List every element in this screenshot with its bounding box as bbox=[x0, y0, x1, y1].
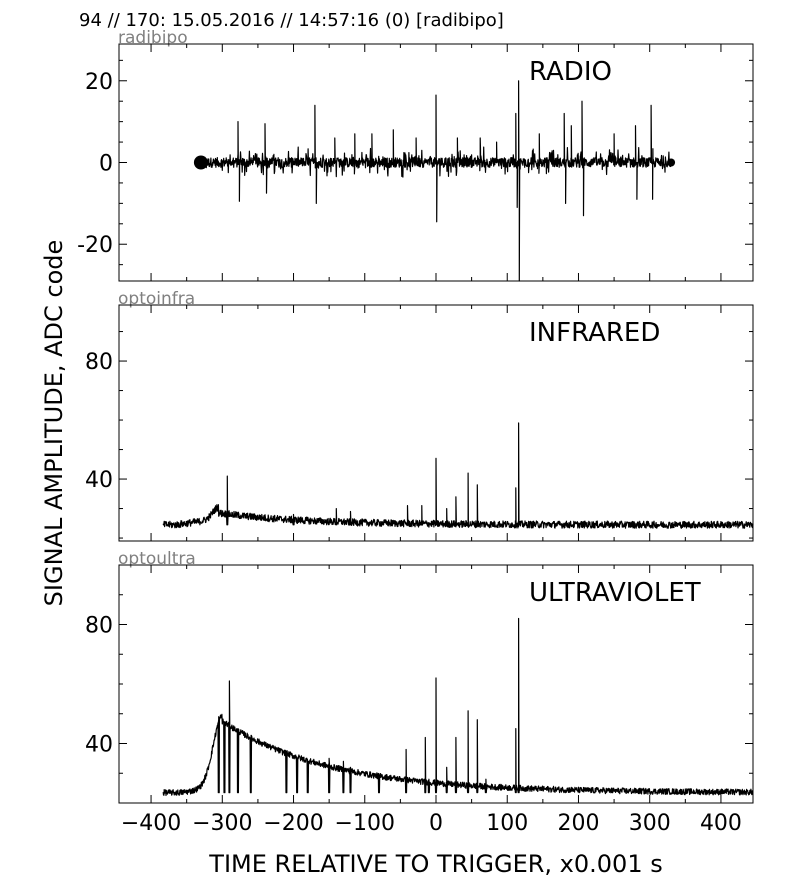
y-tick-label: 40 bbox=[85, 468, 113, 493]
panel-id-label: optoultra bbox=[118, 549, 196, 569]
panel-title: INFRARED bbox=[529, 318, 660, 348]
x-tick-label: 400 bbox=[700, 811, 742, 836]
x-tick-label: 0 bbox=[429, 811, 443, 836]
chart-header: 94 // 170: 15.05.2016 // 14:57:16 (0) [r… bbox=[79, 10, 504, 31]
panel-radio: radibipo RADIO -20 0 20 bbox=[77, 28, 754, 282]
panel-id-label: radibipo bbox=[118, 28, 188, 48]
x-tick-label: −400 bbox=[121, 811, 181, 836]
panel-title: ULTRAVIOLET bbox=[529, 578, 701, 608]
panel-title: RADIO bbox=[529, 57, 612, 87]
y-tick-label: 80 bbox=[85, 350, 113, 375]
x-tick-label: 300 bbox=[629, 811, 671, 836]
y-axis-label: SIGNAL AMPLITUDE, ADC code bbox=[40, 240, 68, 607]
y-tick-label: 80 bbox=[85, 614, 113, 639]
signal-trace bbox=[199, 80, 672, 282]
y-tick-label: -20 bbox=[77, 233, 113, 258]
panel-infrared: optoinfra INFRARED 40 80 bbox=[85, 289, 754, 542]
signal-trace bbox=[162, 617, 754, 797]
x-tick-label: −300 bbox=[192, 811, 252, 836]
y-tick-label: 0 bbox=[99, 152, 113, 177]
trace-end-marker bbox=[667, 158, 676, 167]
panels: radibipo RADIO -20 0 20 optoinfra INFRARED 40 80… bbox=[77, 28, 754, 836]
panel-ultraviolet: optoultra ULTRAVIOLET 40 80 −400 −300 −200 −100… bbox=[85, 549, 754, 836]
y-tick-label: 20 bbox=[85, 70, 113, 95]
x-tick-label: 200 bbox=[557, 811, 599, 836]
panel-id-label: optoinfra bbox=[118, 289, 195, 309]
signal-trace bbox=[162, 422, 754, 529]
x-tick-label: −100 bbox=[335, 811, 395, 836]
x-tick-label: 100 bbox=[486, 811, 528, 836]
x-tick-label: −200 bbox=[263, 811, 323, 836]
x-axis-label: TIME RELATIVE TO TRIGGER, x0.001 s bbox=[208, 850, 662, 878]
y-tick-label: 40 bbox=[85, 733, 113, 758]
trace-start-marker bbox=[193, 155, 208, 170]
